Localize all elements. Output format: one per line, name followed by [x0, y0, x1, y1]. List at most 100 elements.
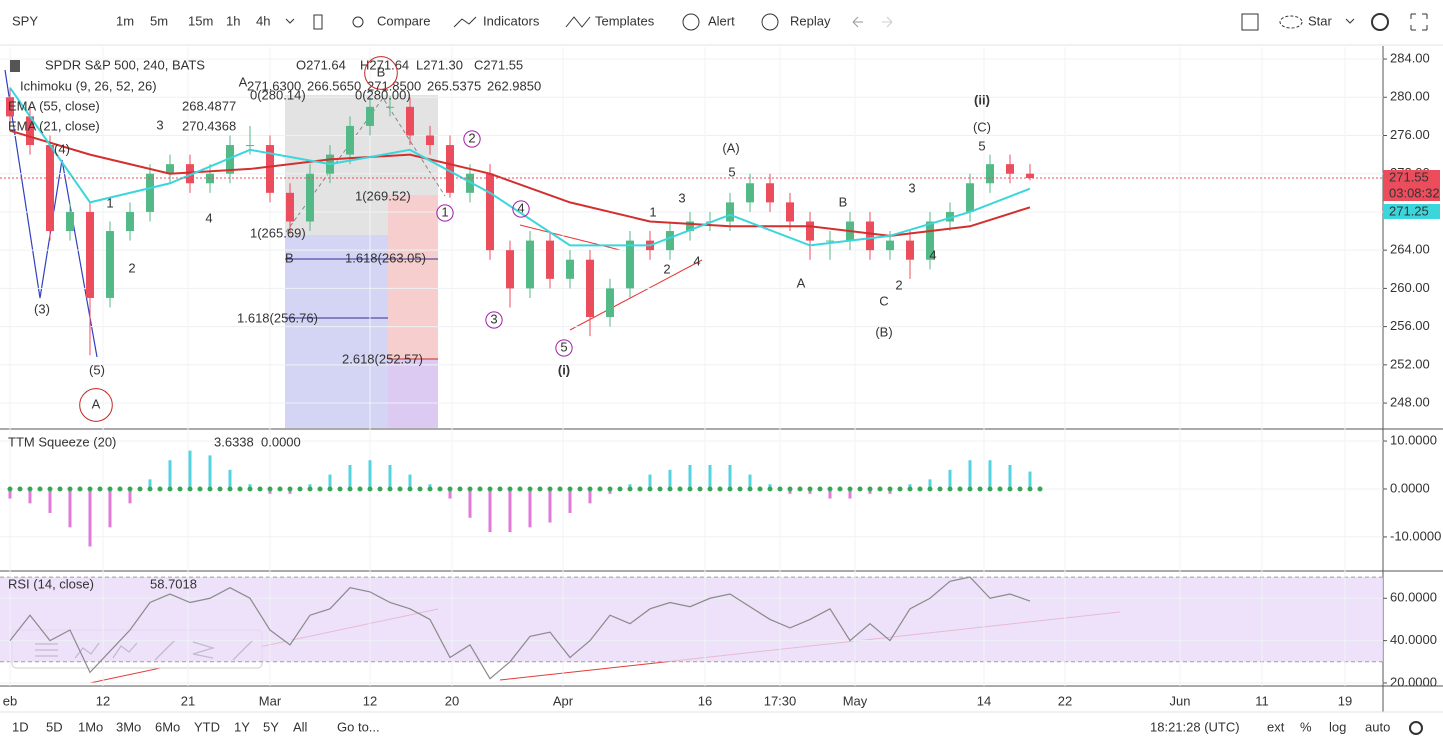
annotation: (C)	[973, 119, 991, 134]
squeeze-dot	[947, 486, 953, 492]
toolbar-button[interactable]: Compare	[377, 13, 430, 28]
squeeze-dot	[897, 486, 903, 492]
range-button[interactable]: YTD	[194, 719, 220, 734]
candle-body	[526, 240, 534, 289]
settings-icon[interactable]	[1371, 13, 1389, 31]
x-tick-label: Mar	[259, 693, 282, 708]
range-button[interactable]: 1Y	[234, 719, 250, 734]
scale-option[interactable]: auto	[1365, 719, 1390, 734]
squeeze-bar	[848, 488, 852, 499]
goto-button[interactable]: Go to...	[337, 719, 380, 734]
price-tag-bg	[1383, 204, 1440, 219]
squeeze-bar	[688, 465, 692, 489]
interval-button[interactable]: 15m	[188, 13, 213, 28]
squeeze-dot	[577, 486, 583, 492]
toolbar-button[interactable]: Indicators	[483, 13, 540, 28]
annotation: 1.618(263.05)	[345, 250, 426, 265]
squeeze-bar	[748, 474, 752, 489]
squeeze-bar	[1008, 465, 1012, 489]
annotation: 1	[441, 204, 448, 219]
squeeze-dot	[317, 486, 323, 492]
squeeze-dot	[37, 486, 43, 492]
squeeze-dot	[747, 486, 753, 492]
range-button[interactable]: 1Mo	[78, 719, 103, 734]
squeeze-dot	[907, 486, 913, 492]
templates-icon[interactable]	[565, 16, 591, 28]
annotation: A	[239, 74, 248, 89]
annotation: C	[879, 293, 888, 308]
scale-option[interactable]: %	[1300, 719, 1312, 734]
toolbar-button[interactable]: Templates	[595, 13, 655, 28]
range-button[interactable]: 5Y	[263, 719, 279, 734]
annotation: 3	[490, 311, 497, 326]
interval-button[interactable]: 1h	[226, 13, 240, 28]
squeeze-bar	[468, 488, 472, 518]
ohlc-legend: C271.55	[474, 57, 523, 72]
range-button[interactable]: All	[293, 719, 308, 734]
toolbar-button[interactable]: Alert	[708, 13, 735, 28]
squeeze-dot	[427, 486, 433, 492]
squeeze-dot	[207, 486, 213, 492]
toolbar-button[interactable]: Replay	[790, 13, 831, 28]
expand-icon[interactable]	[1410, 13, 1428, 31]
scale-option[interactable]: log	[1329, 719, 1346, 734]
squeeze-dot	[87, 486, 93, 492]
bottom-settings-icon[interactable]	[1409, 721, 1423, 735]
candle-body	[766, 183, 774, 203]
squeeze-dot	[857, 486, 863, 492]
squeeze-dot	[917, 486, 923, 492]
squeeze-dot	[137, 486, 143, 492]
fib-zone	[285, 235, 388, 428]
candle-body	[46, 145, 54, 232]
star-chevron[interactable]	[1345, 18, 1355, 24]
symbol[interactable]: SPY	[12, 13, 38, 28]
undo-icon[interactable]	[852, 16, 863, 28]
squeeze-dot	[797, 486, 803, 492]
squeeze-dot	[27, 486, 33, 492]
x-tick-label: 21	[181, 693, 195, 708]
x-tick-label: 20	[445, 693, 459, 708]
candle-body	[106, 231, 114, 298]
squeeze-dot	[727, 486, 733, 492]
range-button[interactable]: 1D	[12, 719, 29, 734]
replay-icon[interactable]	[761, 13, 779, 31]
candle-body	[386, 106, 394, 108]
scale-option[interactable]: ext	[1267, 719, 1285, 734]
squeeze-bar	[488, 488, 492, 533]
squeeze-dot	[607, 486, 613, 492]
annotation: 3	[908, 180, 915, 195]
interval-button[interactable]: 1m	[116, 13, 134, 28]
annotation: 2	[128, 260, 135, 275]
indicators-icon[interactable]	[453, 16, 477, 28]
interval-chevron[interactable]	[285, 18, 295, 24]
x-tick-label: Apr	[553, 693, 574, 708]
compare-icon[interactable]	[352, 16, 364, 28]
annotation-circle	[364, 56, 398, 90]
cloud-icon[interactable]	[1279, 15, 1303, 29]
clock: 18:21:28 (UTC)	[1150, 719, 1240, 734]
fullscreen-box[interactable]	[1241, 13, 1259, 31]
indicator-name: EMA (21, close)	[8, 118, 100, 133]
chart-type-icon[interactable]	[313, 14, 323, 30]
range-button[interactable]: 5D	[46, 719, 63, 734]
annotation: 2	[468, 130, 475, 145]
redo-icon[interactable]	[882, 16, 893, 28]
range-button[interactable]: 3Mo	[116, 719, 141, 734]
interval-button[interactable]: 5m	[150, 13, 168, 28]
indicator-value: 265.5375	[427, 78, 481, 93]
annotation: (4)	[54, 141, 70, 156]
star-button[interactable]: Star	[1308, 13, 1333, 28]
annotation: 0(280.14)	[250, 87, 306, 102]
annotation: 1(269.52)	[355, 188, 411, 203]
squeeze-dot	[77, 486, 83, 492]
squeeze-dot	[387, 486, 393, 492]
squeeze-dot	[527, 486, 533, 492]
squeeze-dot	[287, 486, 293, 492]
candle-body	[126, 211, 134, 232]
squeeze-bar	[328, 474, 332, 489]
interval-button[interactable]: 4h	[256, 13, 270, 28]
squeeze-dot	[647, 486, 653, 492]
range-button[interactable]: 6Mo	[155, 719, 180, 734]
alert-icon[interactable]	[682, 13, 700, 31]
candle-body	[966, 183, 974, 212]
